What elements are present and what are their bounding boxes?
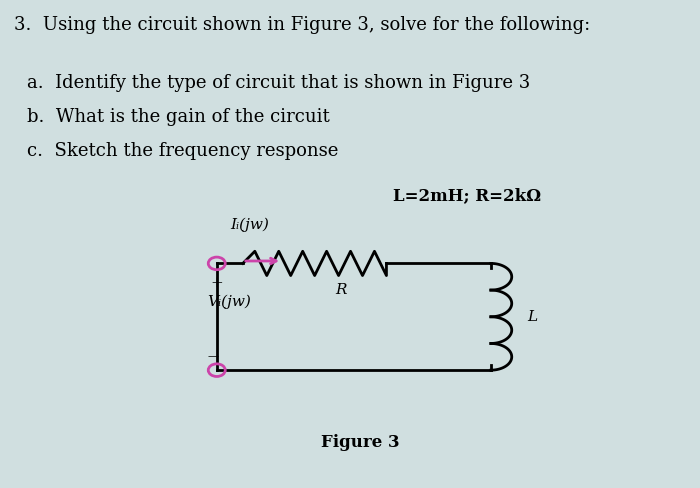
Text: c.  Sketch the frequency response: c. Sketch the frequency response [27,142,339,160]
Text: a.  Identify the type of circuit that is shown in Figure 3: a. Identify the type of circuit that is … [27,74,531,92]
Text: b.  What is the gain of the circuit: b. What is the gain of the circuit [27,108,330,126]
Text: L=2mH; R=2kΩ: L=2mH; R=2kΩ [393,187,541,204]
Text: L: L [526,310,537,324]
Text: —: — [208,351,219,362]
Text: Vᵢ(jw): Vᵢ(jw) [207,295,251,309]
Text: +: + [210,276,223,289]
Text: R: R [335,283,346,297]
Text: Iᵢ(jw): Iᵢ(jw) [230,218,269,232]
Text: 3.  Using the circuit shown in Figure 3, solve for the following:: 3. Using the circuit shown in Figure 3, … [15,16,591,34]
Text: Figure 3: Figure 3 [321,434,400,451]
